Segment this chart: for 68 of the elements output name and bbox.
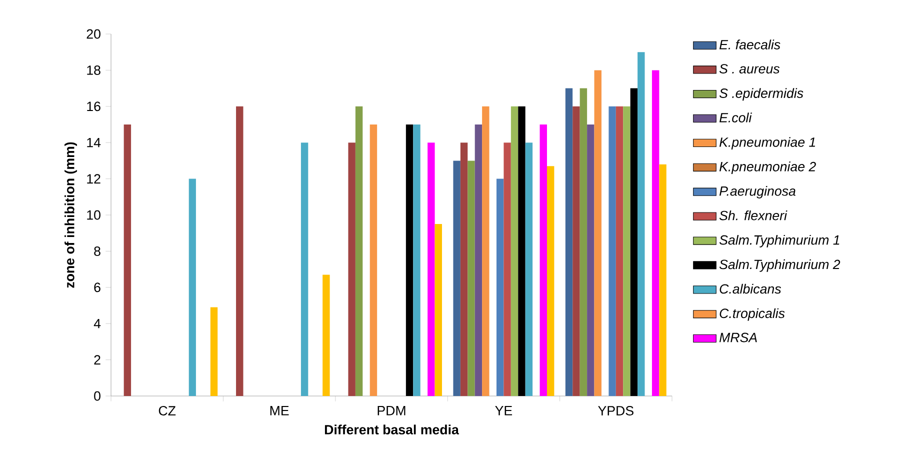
bar [504,142,511,396]
bar [406,124,414,396]
bar [540,124,547,396]
bar [188,178,196,396]
bar [474,124,482,396]
bar [638,52,645,396]
bar [572,106,580,396]
y-tick-label: 8 [94,246,100,256]
bar [525,142,533,396]
bar [630,88,638,396]
bar [565,88,573,396]
legend-label: E.coli [719,112,752,122]
bar [348,142,356,396]
y-tick-label: 12 [87,174,100,184]
bar [370,124,378,396]
x-tick-label: CZ [158,406,176,416]
bar [413,124,420,396]
bar [616,106,624,396]
y-tick-label: 6 [94,282,100,292]
bar [468,160,475,396]
legend-label: C.albicans [720,284,782,294]
bar [623,106,630,396]
legend-label: S . aureus [719,64,780,74]
bar [546,166,554,396]
legend-label: K.pneumoniae 1 [719,137,816,150]
y-axis-title: zone of inhibition (mm) [64,142,77,288]
bar [608,106,616,396]
x-tick-label: YE [495,406,512,416]
bar [210,307,218,396]
legend-label: MRSA [719,332,757,342]
bar [652,70,660,396]
bar [124,124,132,396]
bar [587,124,594,396]
bar [460,142,468,396]
x-tick-label: PDM [378,406,406,416]
y-tick-label: 20 [86,29,100,39]
bar [428,142,435,396]
bar [580,88,588,396]
bar [510,106,518,396]
y-tick-label: 2 [94,355,100,364]
bar [300,142,308,396]
bar [594,70,602,396]
y-tick-label: 10 [87,210,100,220]
y-tick-label: 14 [87,138,101,148]
x-axis-title: Different basal media [324,424,460,434]
x-tick-label: YPDS [598,406,634,416]
y-tick-label: 4 [94,319,101,328]
bar [453,160,460,396]
bar [434,224,442,396]
y-tick-label: 0 [94,391,100,401]
legend-label: P.aeruginosa [719,186,796,198]
legend-label: Sh. flexneri [719,210,788,220]
bar [355,106,363,396]
bar [236,106,244,396]
legend-label: Salm.Typhimurium 2 [719,259,840,272]
bar [659,164,666,396]
legend-label: E. faecalis [719,40,780,50]
legend-label: Salm.Typhimurium 1 [719,234,840,248]
y-tick-label: 16 [87,102,100,112]
bar [496,178,504,396]
x-tick-label: ME [270,406,289,416]
legend-label: S .epidermidis [719,88,804,101]
legend-label: C.tropicalis [720,308,785,321]
bar [322,274,330,396]
bar [518,106,526,396]
bar [482,106,490,396]
y-tick-label: 18 [87,65,100,75]
legend-label: K.pneumoniae 2 [719,162,816,174]
